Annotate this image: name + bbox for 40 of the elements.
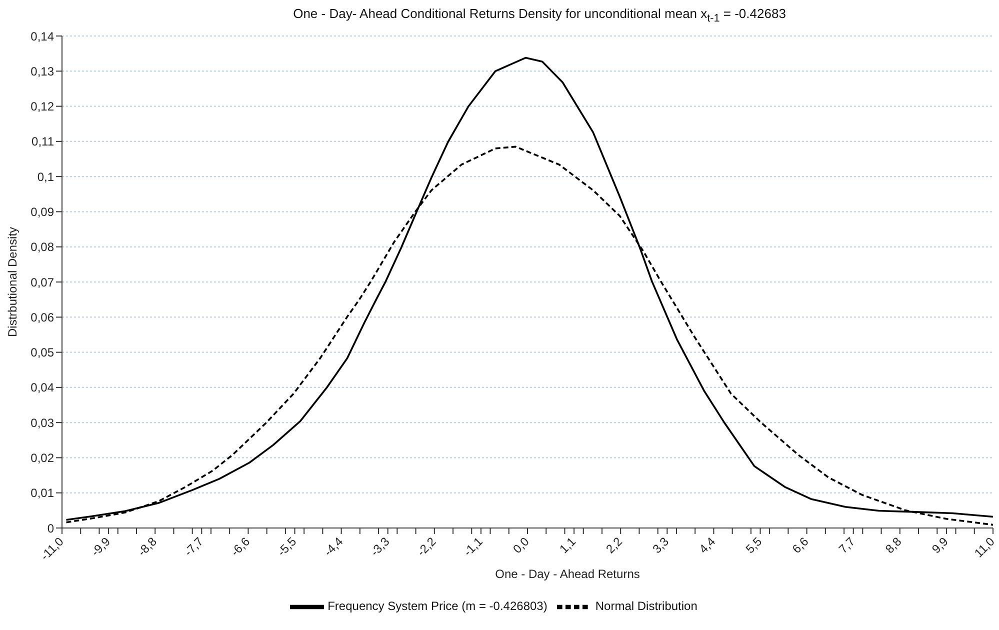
y-tick-label: 0,05: [30, 346, 54, 360]
x-tick-label: 5,5: [742, 534, 765, 556]
y-tick-label: 0,13: [30, 64, 54, 78]
y-tick-label: 0,1: [37, 170, 54, 184]
y-tick-label: 0,02: [30, 450, 54, 465]
x-tick-label: -1,1: [460, 534, 486, 559]
x-tick-label: 7,7: [836, 534, 858, 556]
x-tick-label: 9,9: [929, 534, 952, 556]
x-tick-label: -4,4: [321, 534, 346, 559]
x-tick-label: 6,6: [789, 534, 812, 556]
x-tick-label: -6,6: [228, 534, 253, 559]
y-axis-title: Distrbutional Density: [5, 226, 20, 338]
y-tick-label: 0,07: [30, 275, 54, 290]
x-axis-title: One - Day - Ahead Returns: [495, 567, 640, 581]
y-tick-label: 0,12: [30, 100, 54, 114]
x-tick-label: -9,9: [88, 534, 114, 559]
x-tick-label: 3,3: [650, 534, 672, 556]
y-tick-label: 0,11: [32, 134, 54, 149]
y-tick-label: 0,03: [30, 416, 54, 430]
x-tick-label: -7,7: [181, 534, 206, 559]
x-tick-label: 4,4: [696, 534, 718, 556]
x-tick-label: 1,1: [556, 534, 579, 556]
legend-label: Normal Distribution: [595, 599, 698, 614]
y-tick-label: 0,06: [30, 310, 54, 324]
x-tick-label: 11,0: [972, 534, 998, 560]
x-tick-label: -2,2: [414, 534, 439, 559]
x-tick-label: -8,8: [134, 534, 160, 559]
y-tick-label: 0,09: [30, 204, 54, 219]
x-tick-label: 2,2: [603, 534, 626, 556]
y-tick-label: 0,01: [30, 486, 54, 500]
x-tick-label: -5,5: [274, 534, 300, 559]
y-tick-label: 0,08: [30, 240, 54, 254]
x-tick-label: 0,0: [510, 534, 532, 556]
y-tick-label: 0,14: [30, 29, 54, 44]
legend-label: Frequency System Price (m = -0.426803): [328, 599, 548, 614]
chart-title: One - Day- Ahead Conditional Returns Density for unconditional mean x$_{t-1}$ = -0.42683: [292, 6, 787, 25]
y-tick-label: 0,04: [30, 380, 54, 395]
x-tick-label: -3,3: [368, 534, 392, 559]
y-tick-label: 0: [47, 521, 54, 536]
x-tick-label: 8,8: [882, 534, 904, 556]
